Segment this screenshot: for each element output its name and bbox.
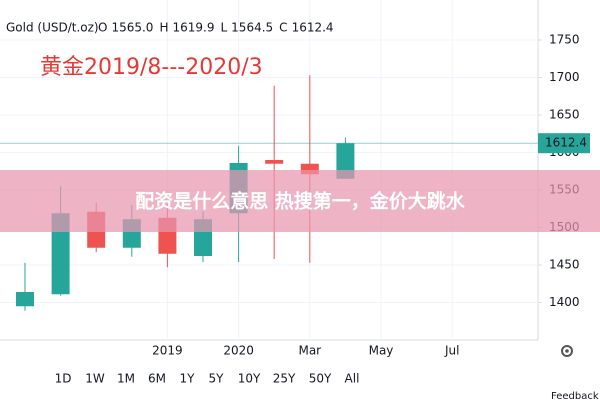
- x-tick-label: Jul: [444, 344, 459, 358]
- ohlc-value: 1564.5: [231, 21, 273, 35]
- ohlc-value: 1619.9: [172, 21, 214, 35]
- range-button[interactable]: 25Y: [273, 372, 296, 386]
- range-button[interactable]: 6M: [148, 372, 166, 386]
- range-button[interactable]: All: [345, 372, 360, 386]
- settings-icon[interactable]: [561, 345, 573, 357]
- overlay-banner: [0, 170, 600, 232]
- range-buttons: 1D 1W 1M 6M 1Y 5Y 10Y 25Y 50Y All: [55, 372, 360, 386]
- y-tick-label: 1700: [549, 70, 580, 84]
- ohlc-key: O: [98, 21, 107, 35]
- last-price-label: 1612.4: [545, 136, 587, 150]
- range-button[interactable]: 1D: [55, 372, 72, 386]
- x-tick-label: 2020: [223, 344, 254, 358]
- range-button[interactable]: 1W: [85, 372, 105, 386]
- candle-body: [336, 143, 355, 179]
- y-tick-label: 1750: [549, 33, 580, 47]
- annotation: 黄金2019/8---2020/3: [40, 55, 263, 80]
- ohlc-key: L: [220, 21, 227, 35]
- gear: [561, 345, 573, 357]
- range-button[interactable]: 5Y: [209, 372, 225, 386]
- range-button[interactable]: 1M: [117, 372, 135, 386]
- candle-body: [265, 160, 284, 164]
- y-tick-label: 1650: [549, 108, 580, 122]
- range-button[interactable]: 50Y: [309, 372, 332, 386]
- y-tick-label: 1450: [549, 258, 580, 272]
- range-button[interactable]: 1Y: [180, 372, 196, 386]
- y-tick-label: 1400: [549, 295, 580, 309]
- ohlc-value: 1612.4: [292, 21, 334, 35]
- candle-body: [16, 292, 34, 307]
- ohlc-value: 1565.0: [111, 21, 153, 35]
- ohlc-key: C: [279, 21, 287, 35]
- candle-body: [300, 163, 319, 175]
- feedback-link[interactable]: Feedback: [551, 391, 599, 400]
- range-button[interactable]: 10Y: [238, 372, 261, 386]
- overlay-text: 配资是什么意思 热搜第一，金价大跳水: [135, 190, 466, 213]
- gear-center: [565, 349, 569, 353]
- x-tick-label: Mar: [298, 344, 321, 358]
- symbol: Gold (USD/t.oz): [6, 21, 99, 35]
- x-tick-label: 2019: [152, 344, 183, 358]
- ohlc-header: O 1565.0 H 1619.9 L 1564.5 C 1612.4: [98, 21, 334, 35]
- x-tick-label: May: [369, 344, 394, 358]
- last-price-badge: [538, 133, 590, 154]
- candle-body: [51, 213, 70, 295]
- ohlc-key: H: [159, 21, 168, 35]
